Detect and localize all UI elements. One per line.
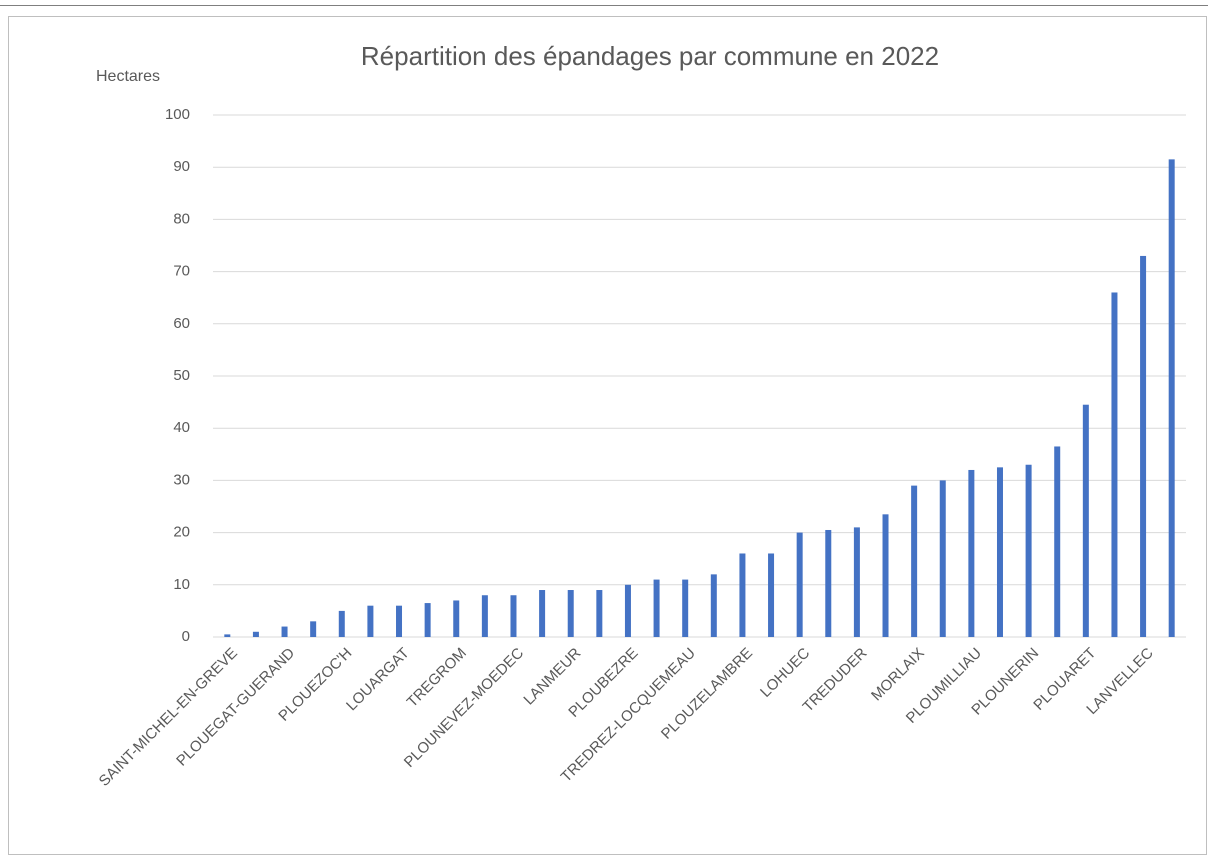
bar <box>338 610 345 637</box>
bar <box>796 532 803 637</box>
bar <box>968 469 975 637</box>
bar <box>510 595 517 637</box>
bar <box>653 579 660 637</box>
bar <box>682 579 689 637</box>
bar <box>453 600 460 637</box>
bar <box>1025 464 1032 637</box>
bar <box>424 603 431 637</box>
bar <box>1140 255 1147 637</box>
y-tick-label: 0 <box>182 628 190 645</box>
bar <box>224 634 231 637</box>
bar <box>939 480 946 637</box>
y-tick-label: 20 <box>173 524 190 541</box>
bar <box>1054 446 1061 637</box>
bar <box>996 467 1003 637</box>
bar <box>310 621 317 637</box>
y-tick-label: 90 <box>173 158 190 175</box>
bar <box>710 574 717 637</box>
y-tick-label: 60 <box>173 315 190 332</box>
bar <box>1082 404 1089 637</box>
bar <box>281 626 288 637</box>
x-tick-label: PLOUEGAT-GUERAND <box>173 644 298 769</box>
bar <box>596 590 603 637</box>
x-tick-label: LOHUEC <box>757 644 813 700</box>
bar <box>853 527 860 637</box>
bar <box>882 514 889 637</box>
y-axis-label: Hectares <box>96 68 160 85</box>
chart-title: Répartition des épandages par commune en… <box>361 41 939 71</box>
x-tick-label: PLOUNEVEZ-MOEDEC <box>401 645 527 771</box>
bar <box>1111 292 1118 637</box>
bar <box>624 584 631 637</box>
y-tick-label: 100 <box>165 106 190 123</box>
bar <box>539 590 546 637</box>
bar <box>739 553 746 637</box>
bar <box>567 590 574 637</box>
y-tick-label: 80 <box>173 210 190 227</box>
bar <box>825 529 832 637</box>
chart-frame <box>8 16 1207 855</box>
bar <box>396 605 403 637</box>
y-tick-label: 30 <box>173 471 190 488</box>
x-tick-label: MORLAIX <box>868 645 928 705</box>
y-tick-label: 70 <box>173 263 190 280</box>
bar <box>768 553 775 637</box>
bar <box>481 595 488 637</box>
y-tick-label: 50 <box>173 367 190 384</box>
bar <box>367 605 374 637</box>
bar <box>1168 159 1175 637</box>
bar <box>911 485 918 637</box>
y-tick-label: 40 <box>173 419 190 436</box>
bar <box>252 631 259 637</box>
y-tick-label: 10 <box>173 576 190 593</box>
